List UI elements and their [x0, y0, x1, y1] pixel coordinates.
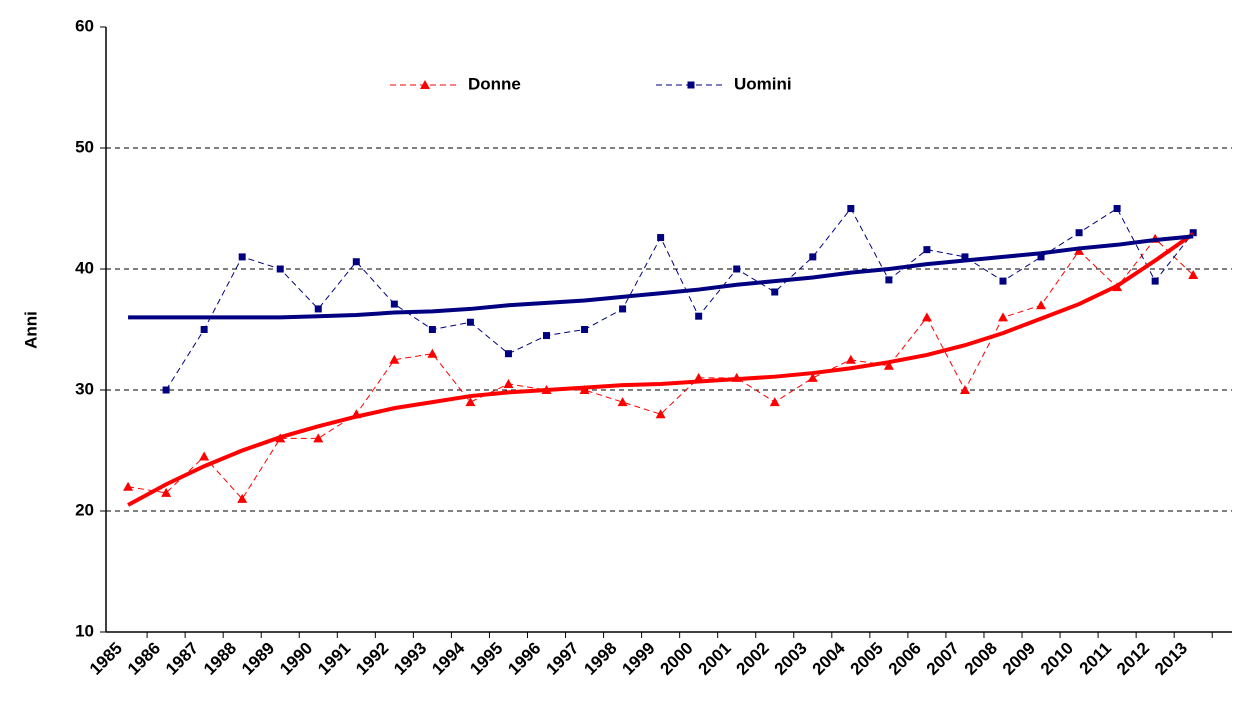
point: [503, 378, 514, 388]
x-tick-label: 1992: [352, 639, 392, 679]
data-line: [165, 207, 1194, 391]
point: [921, 312, 932, 322]
x-tick-label: 1996: [504, 639, 544, 679]
x-tick-label: 2001: [695, 639, 735, 679]
x-tick-label: 1991: [314, 639, 354, 679]
point: [427, 348, 438, 358]
point: [733, 265, 741, 273]
y-tick-label: 30: [75, 379, 94, 398]
y-tick-label: 60: [75, 16, 94, 35]
point: [617, 397, 628, 407]
x-tick-label: 2000: [656, 639, 696, 679]
x-tick-label: 2004: [809, 638, 850, 679]
point: [885, 276, 893, 284]
legend-label: Uomini: [734, 74, 792, 93]
point: [466, 318, 474, 326]
x-tick-label: 1999: [618, 639, 658, 679]
y-tick-label: 40: [75, 258, 94, 277]
x-tick-label: 1989: [238, 639, 278, 679]
x-tick-label: 2005: [847, 639, 887, 679]
point: [1151, 277, 1159, 285]
point: [847, 205, 855, 212]
point: [687, 81, 695, 89]
point: [1037, 253, 1045, 261]
point: [199, 451, 210, 461]
point: [314, 305, 322, 313]
x-tick-label: 2008: [961, 639, 1001, 679]
point: [504, 350, 512, 358]
point: [276, 265, 284, 273]
legend-label: Donne: [468, 74, 521, 93]
y-tick-label: 50: [75, 137, 94, 156]
x-tick-label: 2011: [1076, 639, 1116, 679]
x-tick-label: 2013: [1151, 639, 1191, 679]
y-tick-label: 10: [75, 621, 94, 640]
x-tick-label: 1986: [124, 639, 164, 679]
point: [238, 253, 246, 261]
point: [769, 397, 780, 407]
x-tick-label: 1988: [200, 639, 240, 679]
x-tick-label: 1995: [466, 639, 506, 679]
point: [999, 277, 1007, 285]
y-axis-label: Anni: [21, 311, 40, 349]
point: [465, 397, 476, 407]
point: [1036, 300, 1047, 310]
x-tick-label: 1993: [390, 639, 430, 679]
point: [428, 326, 436, 333]
trend-line: [127, 232, 1195, 507]
point: [883, 360, 894, 370]
x-tick-label: 2010: [1037, 639, 1077, 679]
x-tick-label: 1998: [580, 639, 620, 679]
point: [420, 80, 430, 89]
x-tick-label: 1997: [542, 639, 582, 679]
point: [657, 234, 665, 242]
point: [581, 326, 589, 333]
point: [771, 288, 779, 296]
data-line: [127, 238, 1194, 500]
point: [389, 354, 400, 364]
point: [809, 253, 817, 261]
point: [923, 246, 931, 254]
point: [959, 385, 970, 394]
trend-line: [128, 234, 1194, 320]
x-tick-label: 1985: [86, 639, 126, 679]
point: [695, 312, 703, 320]
point: [543, 332, 551, 340]
x-tick-label: 2009: [999, 639, 1039, 679]
point: [313, 433, 324, 443]
point: [237, 493, 248, 503]
point: [845, 354, 856, 364]
point: [161, 487, 172, 497]
x-tick-label: 1990: [276, 639, 316, 679]
y-tick-label: 20: [75, 500, 94, 519]
point: [352, 258, 360, 266]
x-tick-label: 1994: [428, 638, 469, 679]
point: [200, 326, 208, 333]
x-tick-label: 1987: [162, 639, 202, 679]
x-tick-label: 2007: [923, 639, 963, 679]
point: [390, 300, 398, 308]
point: [961, 253, 969, 261]
point: [162, 386, 170, 394]
x-tick-label: 2006: [885, 639, 925, 679]
point: [1188, 270, 1199, 280]
x-tick-label: 2002: [733, 639, 773, 679]
point: [123, 481, 134, 491]
x-tick-label: 2012: [1113, 639, 1153, 679]
point: [997, 312, 1008, 322]
point: [655, 409, 666, 419]
point: [807, 372, 818, 382]
point: [1113, 205, 1121, 212]
point: [619, 305, 627, 313]
point: [1189, 229, 1197, 237]
point: [1075, 229, 1083, 237]
x-tick-label: 2003: [771, 639, 811, 679]
